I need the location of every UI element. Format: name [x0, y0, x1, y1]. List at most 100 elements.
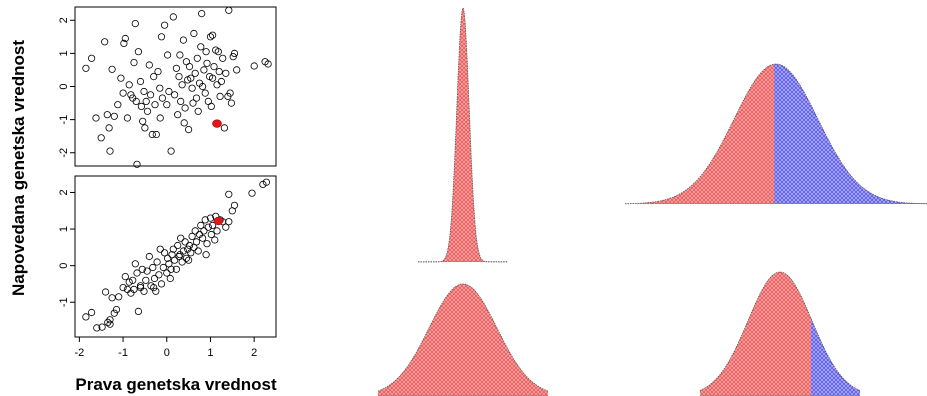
scatter-panel-top: -2 -1 0 1 2	[58, 6, 277, 168]
scatter-point	[163, 269, 171, 277]
scatter-points-bottom	[82, 178, 270, 332]
scatter-point	[155, 271, 163, 279]
plot-frame-top	[74, 6, 277, 167]
scatter-point	[197, 221, 205, 229]
scatter-point	[185, 126, 193, 134]
density-area-left	[700, 272, 812, 396]
x-tick-label: 1	[207, 347, 213, 359]
scatter-point	[156, 114, 164, 122]
scatter-point	[102, 288, 110, 296]
distribution-top-left	[418, 7, 508, 263]
scatter-point	[207, 102, 215, 111]
scatter-point	[130, 285, 138, 293]
scatter-point	[105, 124, 113, 132]
scatter-point	[150, 283, 158, 292]
scatter-point	[175, 252, 183, 261]
scatter-point	[188, 84, 196, 92]
scatter-point	[145, 252, 153, 261]
x-axis-bottom: -2 -1 0 1 2	[74, 337, 257, 359]
scatter-point	[250, 62, 258, 70]
scatter-point	[180, 119, 188, 127]
scatter-point	[153, 258, 161, 266]
scatter-point	[137, 102, 145, 111]
scatter-point	[140, 287, 148, 295]
scatter-point	[125, 278, 133, 286]
scatter-point	[174, 111, 182, 119]
density-area	[378, 284, 548, 396]
y-tick-label: 0	[58, 263, 70, 269]
scatter-point	[233, 66, 241, 74]
highlighted-point	[213, 216, 224, 226]
scatter-point	[136, 283, 145, 292]
scatter-point	[141, 124, 149, 132]
scatter-point	[119, 89, 127, 97]
distribution-bottom-right	[699, 271, 861, 396]
scatter-point	[117, 74, 125, 82]
y-axis-top: -2 -1 0 1 2	[58, 17, 75, 158]
scatter-point	[187, 74, 195, 82]
distribution-top-right	[624, 63, 927, 205]
scatter-point	[121, 34, 129, 43]
scatter-point	[119, 283, 127, 292]
y-tick-label: -1	[58, 297, 70, 307]
x-tick-label: -2	[74, 347, 84, 359]
scatter-point	[131, 260, 139, 268]
scatter-point	[171, 91, 179, 99]
scatter-point	[157, 280, 166, 288]
scatter-point	[92, 114, 100, 122]
scatter-point	[264, 60, 272, 68]
scatter-point	[88, 308, 96, 317]
scatter-point	[209, 221, 217, 229]
y-tick-label: 1	[58, 226, 70, 232]
scatter-point	[169, 245, 177, 253]
scatter-point	[143, 107, 152, 115]
scatter-point	[150, 73, 158, 81]
scatter-point	[161, 249, 169, 257]
scatter-point	[190, 29, 198, 38]
scatter-point	[210, 62, 218, 71]
scatter-point	[156, 84, 164, 92]
scatter-point	[217, 77, 225, 86]
scatter-point	[215, 68, 223, 76]
scatter-point	[206, 33, 215, 41]
scatter-point	[177, 97, 185, 106]
scatter-point	[198, 10, 206, 18]
scatter-point	[199, 82, 207, 91]
density-area-right	[774, 64, 927, 204]
scatter-point	[174, 241, 182, 250]
scatter-point	[82, 313, 90, 321]
scatter-point	[222, 223, 230, 231]
scatter-point	[193, 54, 201, 62]
scatter-point	[163, 101, 171, 109]
scatter-point	[185, 241, 194, 250]
scatter-point	[177, 234, 185, 242]
density-curve	[418, 7, 508, 263]
scatter-point	[156, 245, 164, 253]
scatter-point	[204, 223, 212, 231]
scatter-point	[179, 36, 187, 44]
scatter-point	[130, 58, 138, 67]
scatter-point	[224, 92, 232, 101]
x-tick-label: 2	[251, 347, 257, 359]
scatter-point	[182, 254, 190, 262]
scatter-point	[203, 240, 211, 248]
scatter-point	[197, 43, 205, 51]
scatter-point	[165, 87, 173, 96]
scatter-point	[123, 285, 132, 293]
scatter-point	[101, 38, 109, 46]
scatter-point	[200, 66, 208, 74]
scatter-point	[192, 94, 201, 102]
scatter-point	[201, 216, 209, 224]
scatter-panel-bottom: -1 0 1 2 -2 -1 0 1 2	[58, 175, 277, 359]
scatter-point	[259, 180, 267, 188]
scatter-point	[230, 201, 239, 209]
scatter-point	[157, 33, 166, 41]
scatter-point	[154, 68, 162, 76]
scatter-point	[213, 81, 221, 89]
scatter-point	[110, 309, 118, 317]
scatter-point	[230, 49, 239, 58]
scatter-point	[131, 19, 139, 28]
scatter-point	[108, 65, 116, 73]
scatter-point	[225, 6, 233, 14]
scatter-point	[185, 256, 193, 264]
